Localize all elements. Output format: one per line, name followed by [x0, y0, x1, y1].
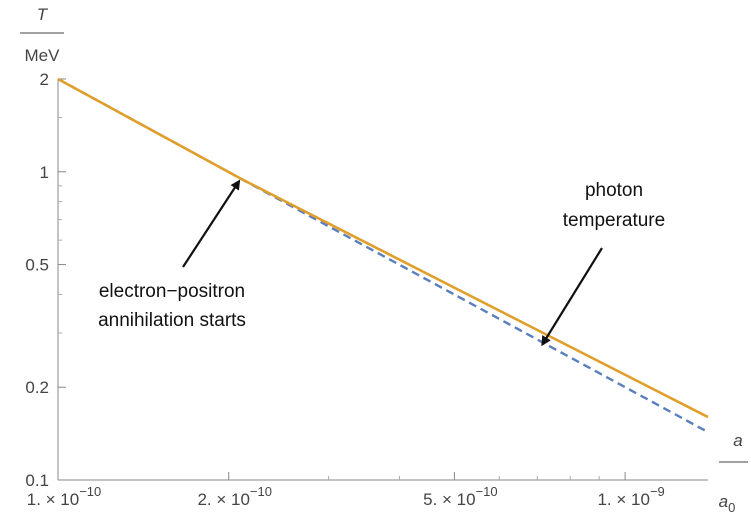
x-tick-mantissa: 1. × 10: [597, 490, 649, 509]
x-tick-exponent: −9: [650, 484, 665, 499]
annotation-photon-temperature: photon temperature: [541, 180, 665, 347]
x-tick-mantissa: 1. × 10: [27, 490, 79, 509]
annotation-text-line: photon: [585, 180, 643, 201]
y-tick-label: 1: [40, 163, 49, 182]
annotation-text-line: annihilation starts: [98, 310, 246, 331]
y-tick-label: 0.2: [25, 378, 49, 397]
x-axis-label-denominator-symbol: a: [719, 492, 728, 511]
x-axis-label-numerator: a: [733, 431, 742, 450]
x-axis-label: a a0: [719, 431, 748, 513]
x-axis-label-denominator-subscript: 0: [728, 500, 735, 513]
annotation-layer: electron−positron annihilation starts phot…: [98, 179, 665, 347]
annotation-arrow: [182, 179, 241, 268]
x-tick-mantissa: 5. × 10: [423, 490, 475, 509]
y-tick-label: 0.5: [25, 256, 49, 275]
y-tick-label: 0.1: [25, 471, 49, 490]
x-tick-exponent: −10: [250, 484, 272, 499]
x-tick-label: 2. × 10−10: [197, 484, 272, 509]
x-tick-label: 1. × 10−10: [27, 484, 102, 509]
x-tick-label: 1. × 10−9: [597, 484, 664, 509]
annotation-annihilation: electron−positron annihilation starts: [98, 179, 246, 331]
x-tick-mantissa: 2. × 10: [197, 490, 249, 509]
x-axis-label-denominator: a0: [719, 492, 736, 513]
x-tick-exponent: −10: [79, 484, 101, 499]
annotation-text-line: electron−positron: [99, 281, 245, 302]
annotation-arrow: [541, 247, 603, 347]
annotation-text-line: temperature: [563, 210, 665, 231]
series-layer: [57, 77, 709, 434]
x-ticks: 1. × 10−10 2. × 10−10 5. × 10−10 1. × 10−9: [27, 472, 665, 509]
y-ticks: 2 1 0.5 0.2 0.1: [25, 70, 66, 490]
solid-series-line: [57, 77, 709, 419]
x-tick-exponent: −10: [476, 484, 498, 499]
y-axis-label: T MeV: [20, 5, 64, 65]
y-axis-label-denominator: MeV: [25, 46, 61, 65]
y-axis-label-numerator: T: [37, 5, 49, 24]
y-tick-label: 2: [40, 70, 49, 89]
x-tick-label: 5. × 10−10: [423, 484, 498, 509]
